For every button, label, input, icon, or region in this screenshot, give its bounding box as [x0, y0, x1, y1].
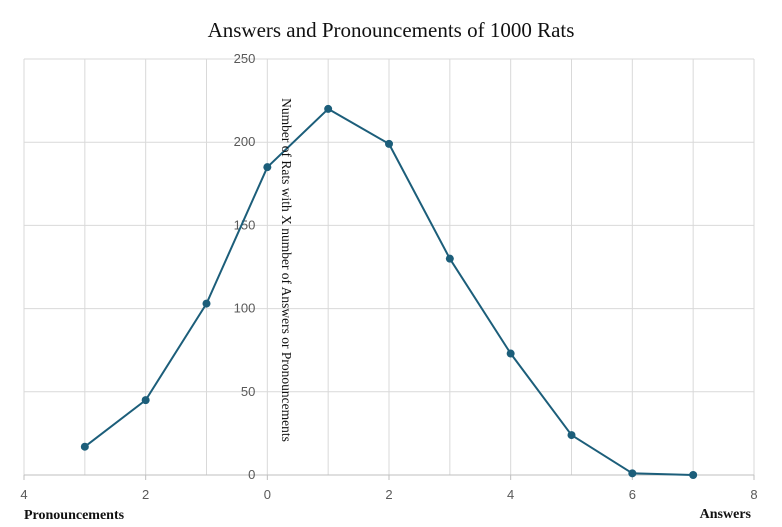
data-point	[202, 299, 211, 308]
y-axis-title: Number of Rats with X number of Answers …	[279, 98, 294, 442]
x-tick-label: 4	[20, 487, 27, 502]
data-point	[324, 104, 333, 113]
x-axis-right-label: Answers	[699, 507, 751, 522]
data-point	[80, 442, 89, 451]
x-tick-label: 8	[750, 487, 757, 502]
y-tick-label: 200	[234, 134, 256, 149]
chart-title: Answers and Pronouncements of 1000 Rats	[207, 18, 575, 42]
grid	[23, 58, 755, 475]
axes	[23, 474, 755, 480]
data-point	[689, 471, 698, 479]
x-axis-left-label: Pronouncements	[24, 508, 125, 523]
x-tick-label: 2	[142, 487, 149, 502]
data-point	[263, 163, 272, 172]
x-tick-label: 6	[629, 487, 636, 502]
y-tick-label: 0	[248, 467, 255, 482]
series	[80, 104, 698, 479]
y-tick-label: 250	[234, 51, 256, 66]
y-tick-label: 50	[241, 384, 255, 399]
data-point	[141, 396, 150, 405]
x-tick-label: 0	[264, 487, 271, 502]
x-tick-label: 4	[507, 487, 514, 502]
data-point	[506, 349, 515, 358]
x-tick-label: 2	[385, 487, 392, 502]
data-point	[628, 469, 637, 478]
data-point	[385, 139, 393, 148]
y-tick-label: 100	[234, 301, 256, 316]
data-point	[445, 254, 454, 263]
data-point	[567, 431, 576, 440]
